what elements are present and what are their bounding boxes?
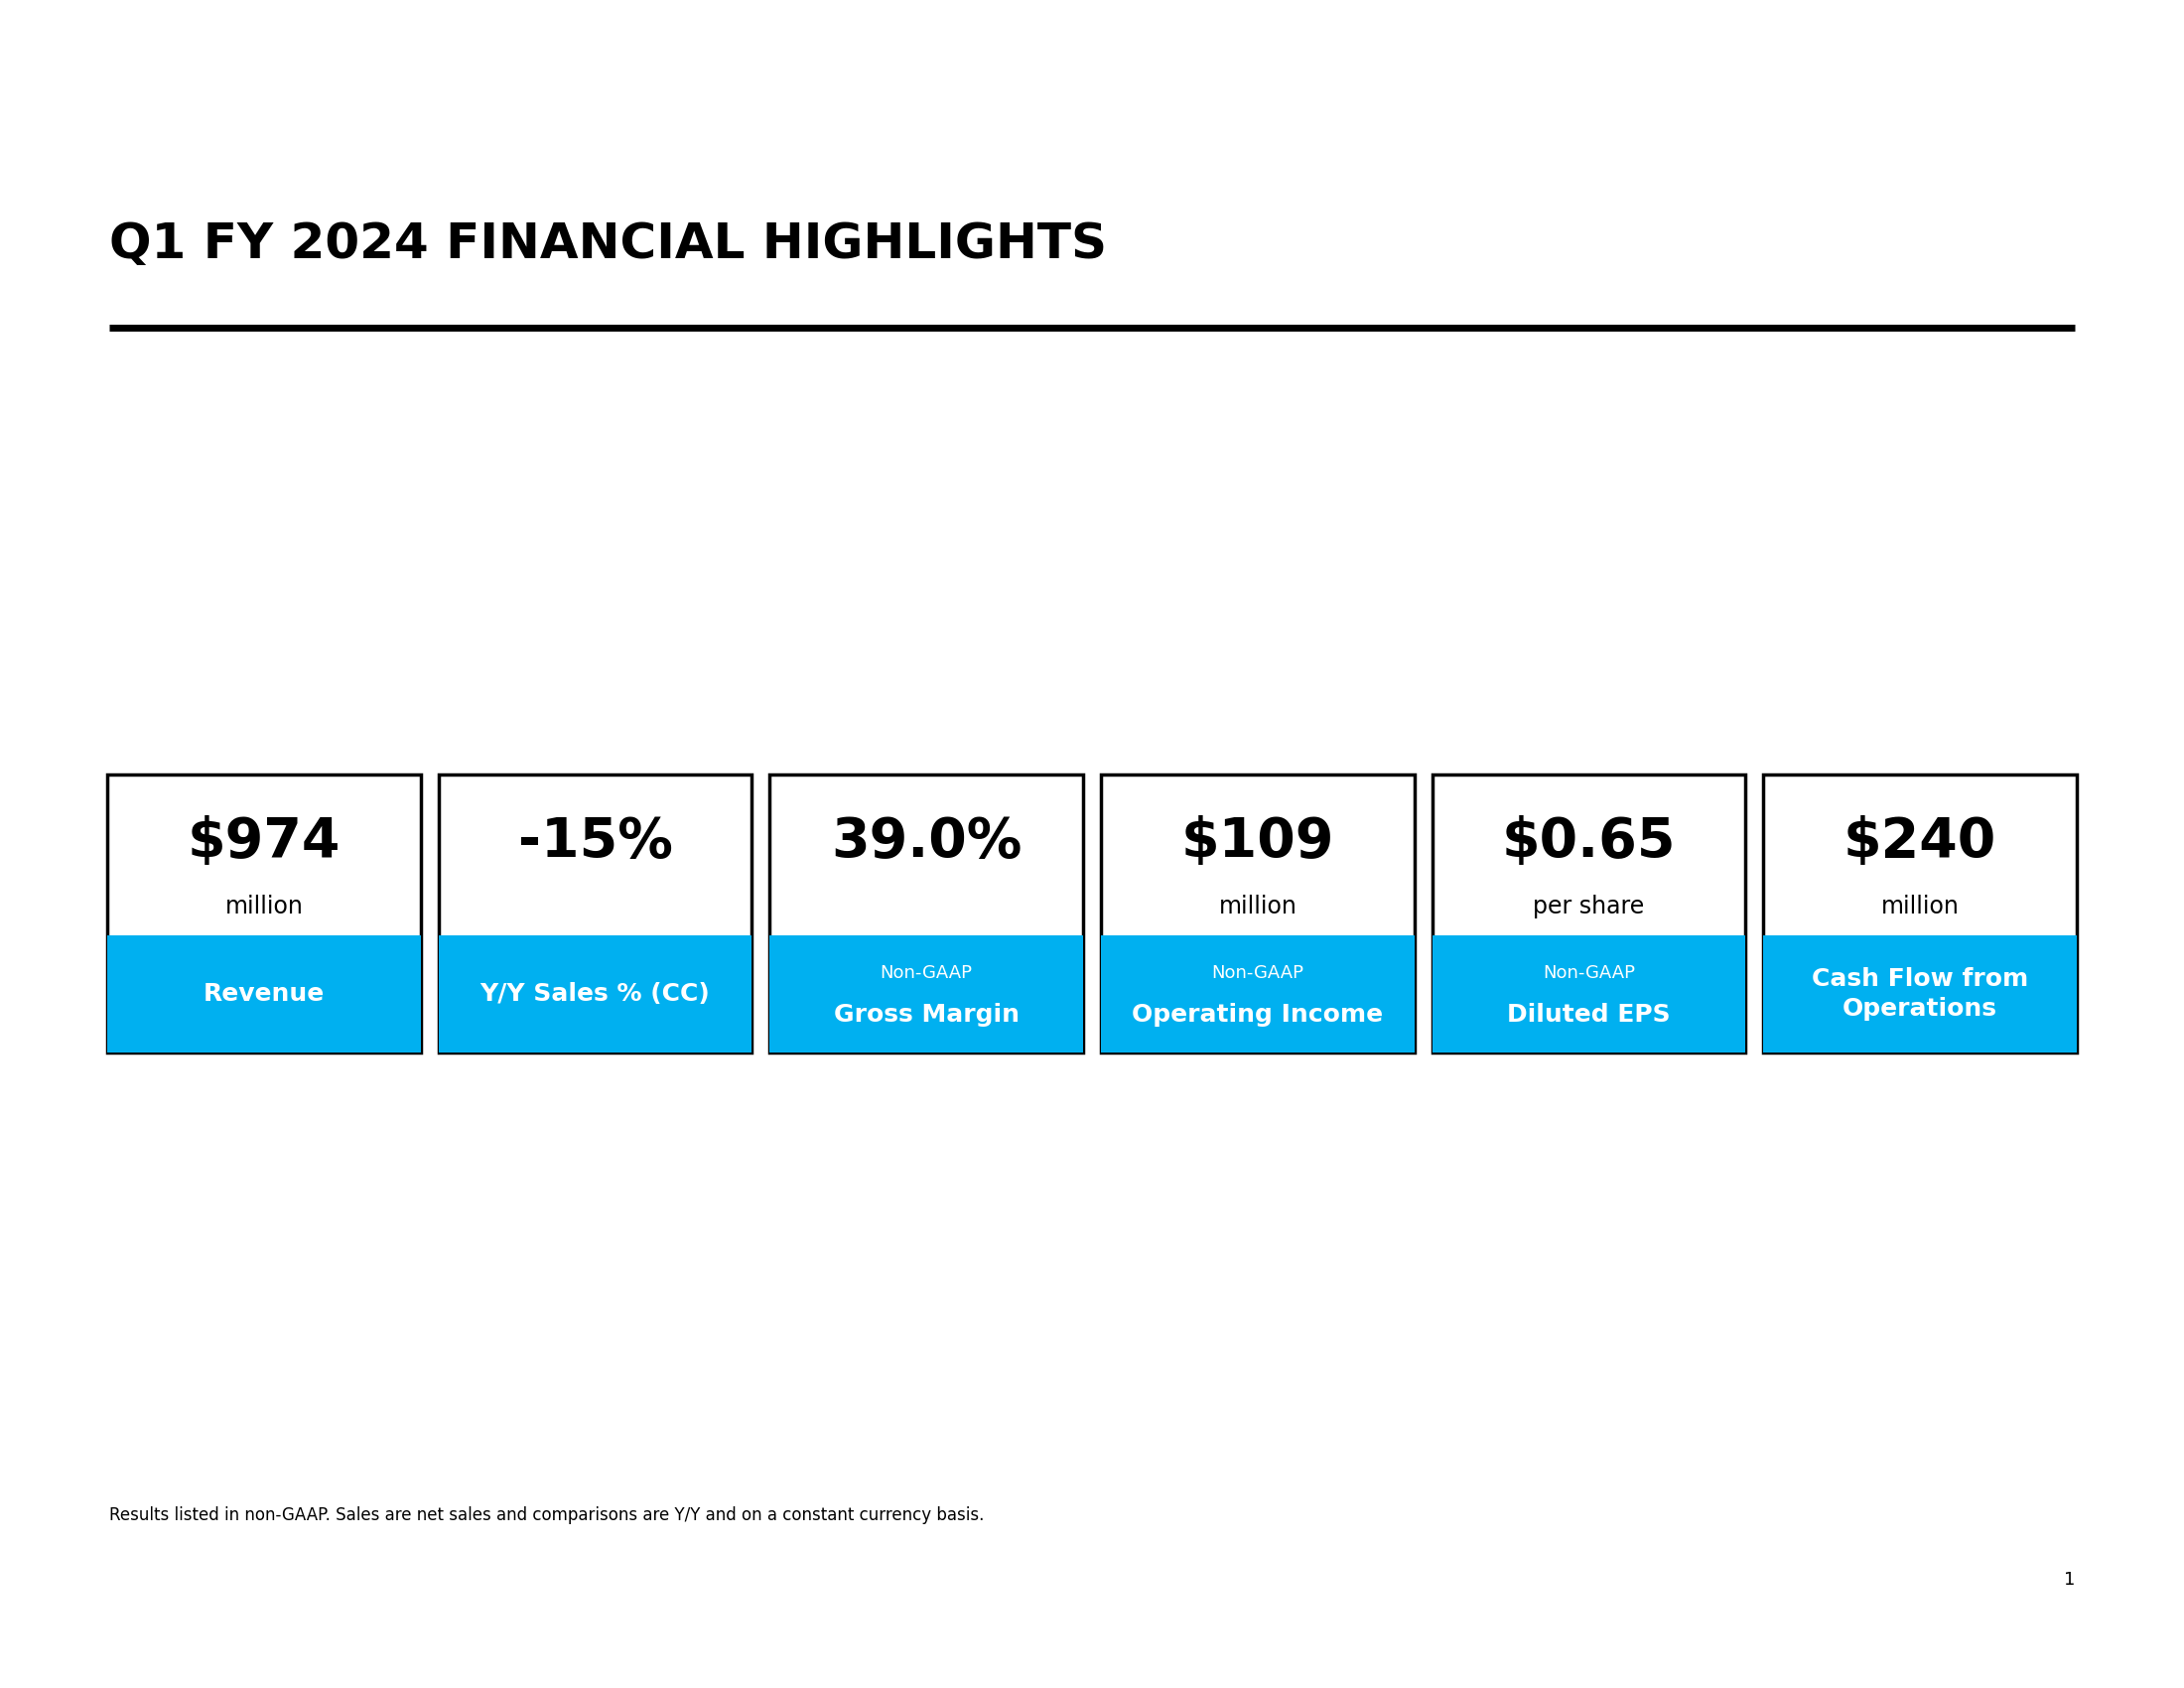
- Bar: [1433, 935, 1745, 1053]
- Text: $974: $974: [188, 815, 341, 869]
- Text: Revenue: Revenue: [203, 982, 325, 1006]
- Text: Cash Flow from
Operations: Cash Flow from Operations: [1813, 967, 2029, 1021]
- Text: million: million: [1219, 895, 1297, 918]
- Bar: [1101, 775, 1415, 1053]
- Bar: [1101, 935, 1415, 1053]
- Text: Operating Income: Operating Income: [1131, 1003, 1382, 1026]
- Text: 1: 1: [2064, 1572, 2075, 1588]
- Bar: [769, 935, 1083, 1053]
- Bar: [439, 935, 751, 1053]
- Text: million: million: [1880, 895, 1959, 918]
- Text: Non-GAAP: Non-GAAP: [880, 964, 972, 982]
- Bar: [107, 775, 422, 1053]
- Text: -15%: -15%: [518, 815, 673, 869]
- Bar: [769, 775, 1083, 1053]
- Text: $240: $240: [1843, 815, 1996, 869]
- Bar: [107, 935, 422, 1053]
- Text: $0.65: $0.65: [1503, 815, 1675, 869]
- Bar: [1433, 775, 1745, 1053]
- Text: Diluted EPS: Diluted EPS: [1507, 1003, 1671, 1026]
- Text: per share: per share: [1533, 895, 1645, 918]
- Bar: [439, 775, 751, 1053]
- Text: Non-GAAP: Non-GAAP: [1212, 964, 1304, 982]
- Bar: [1762, 775, 2077, 1053]
- Text: Y/Y Sales % (CC): Y/Y Sales % (CC): [480, 982, 710, 1006]
- Text: Non-GAAP: Non-GAAP: [1542, 964, 1636, 982]
- Text: 39.0%: 39.0%: [830, 815, 1022, 869]
- Text: Gross Margin: Gross Margin: [834, 1003, 1020, 1026]
- Text: Results listed in non-GAAP. Sales are net sales and comparisons are Y/Y and on a: Results listed in non-GAAP. Sales are ne…: [109, 1506, 985, 1524]
- Bar: [1762, 935, 2077, 1053]
- Text: $109: $109: [1182, 815, 1334, 869]
- Text: million: million: [225, 895, 304, 918]
- Text: Q1 FY 2024 FINANCIAL HIGHLIGHTS: Q1 FY 2024 FINANCIAL HIGHLIGHTS: [109, 221, 1107, 268]
